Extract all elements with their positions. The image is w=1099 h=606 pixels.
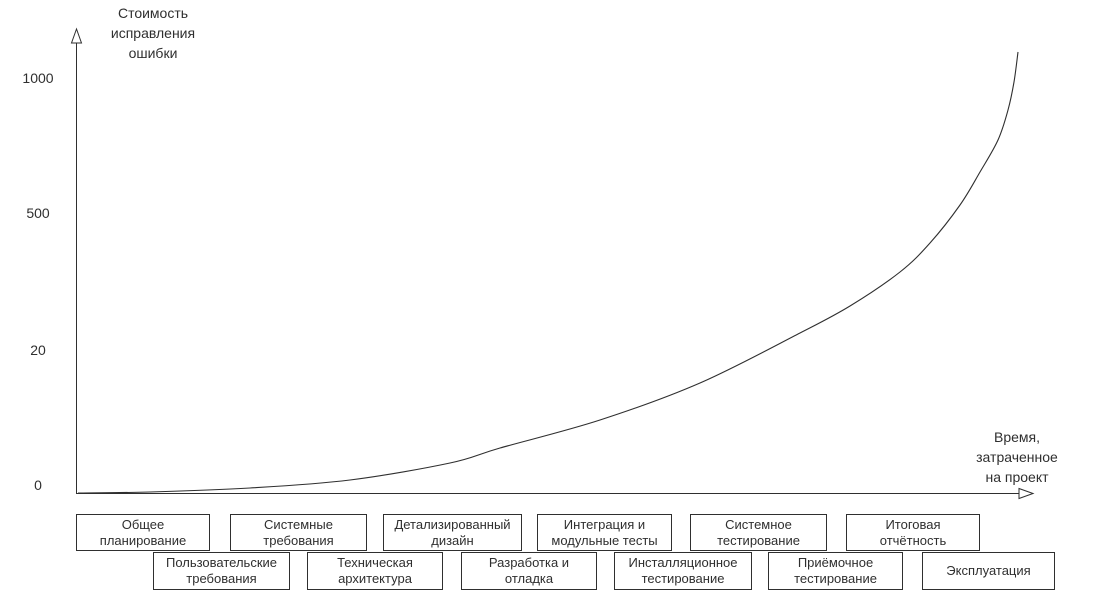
x-axis-title: Время, затраченное на проект — [976, 429, 1058, 485]
cost-curve — [77, 51, 1019, 494]
y-axis-title: Стоимость исправления ошибки — [110, 5, 196, 61]
phase-box-operation: Эксплуатация — [922, 552, 1055, 590]
x-axis-arrowhead — [1018, 487, 1035, 500]
y-tick-0: 0 — [34, 477, 42, 493]
phase-box-development-debugging: Разработка и отладка — [461, 552, 597, 590]
phase-box-integration-unit-tests: Интеграция и модульные тесты — [537, 514, 672, 551]
y-tick-20: 20 — [30, 342, 46, 358]
phase-box-system-requirements: Системные требования — [230, 514, 367, 551]
phase-box-system-testing: Системное тестирование — [690, 514, 827, 551]
phase-box-technical-architecture: Техническая архитектура — [307, 552, 443, 590]
phase-box-acceptance-testing: Приёмочное тестирование — [768, 552, 903, 590]
phase-box-final-reporting: Итоговая отчётность — [846, 514, 980, 551]
y-tick-500: 500 — [26, 205, 50, 221]
phase-box-user-requirements: Пользовательские требования — [153, 552, 290, 590]
phase-box-general-planning: Общее планирование — [76, 514, 210, 551]
y-tick-1000: 1000 — [22, 70, 54, 86]
y-axis-arrowhead — [70, 27, 83, 44]
phase-box-detailed-design: Детализированный дизайн — [383, 514, 522, 551]
phase-box-installation-testing: Инсталляционное тестирование — [614, 552, 752, 590]
